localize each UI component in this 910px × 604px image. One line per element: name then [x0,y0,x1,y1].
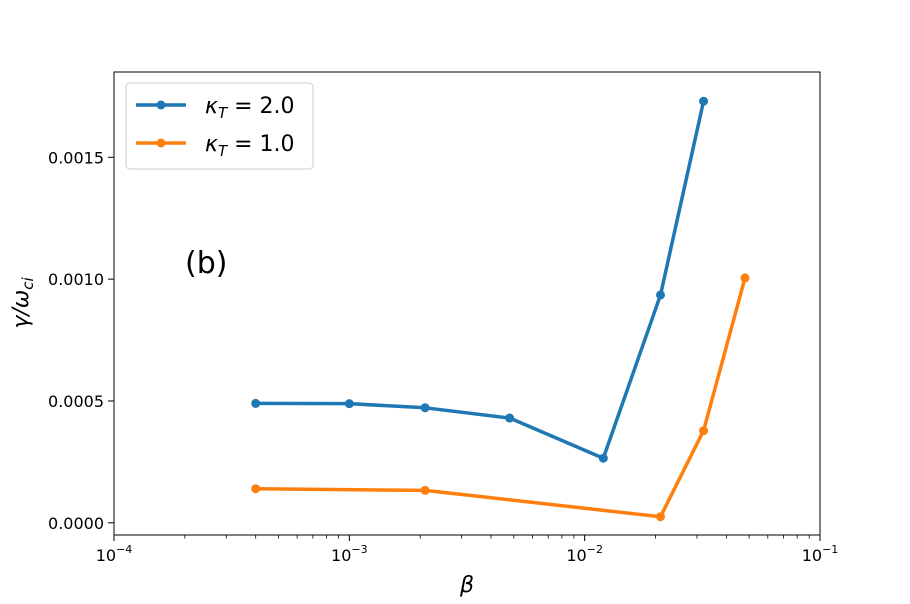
x-tick-label: 10−1 [802,543,839,565]
series-layer [251,96,750,522]
y-tick-label: 0.0000 [48,514,104,533]
y-axis-ticks: 0.0000 0.0005 0.0010 0.0015 [48,148,114,533]
x-tick-label: 10−2 [566,543,603,565]
series-0-point [656,290,665,300]
y-tick-label: 0.0010 [48,270,104,289]
x-axis-ticks: 10−4 10−3 10−2 10−1 [96,535,839,565]
y-tick-label: 0.0015 [48,148,104,167]
legend-marker-0 [156,100,166,110]
series-0-point [505,413,515,423]
x-axis-label: β [459,573,474,598]
x-tick-label: 10−4 [96,543,133,565]
series-1-point [420,485,430,495]
legend-label-1: κT = 1.0 [205,132,295,160]
legend-label-0: κT = 2.0 [205,94,295,122]
series-0-point [251,398,261,408]
y-axis-label: γ/ωci [9,277,37,329]
legend: κT = 2.0 κT = 1.0 [125,82,314,170]
series-1-point [699,426,709,436]
y-axis-label-main: γ/ω [9,290,34,329]
series-0-point [420,403,430,413]
y-axis-label-subscript: ci [19,277,37,290]
series-0-point [598,453,608,463]
series-1-point [251,484,261,494]
panel-annotation: (b) [185,246,227,281]
legend-marker-1 [156,138,166,148]
y-tick-label: 0.0005 [48,392,104,411]
plot-frame [113,71,821,536]
series-0-point [344,399,354,409]
x-tick-label: 10−3 [331,543,368,565]
series-0-point [699,96,709,106]
series-1-point [740,273,750,283]
series-1-point [656,512,665,522]
